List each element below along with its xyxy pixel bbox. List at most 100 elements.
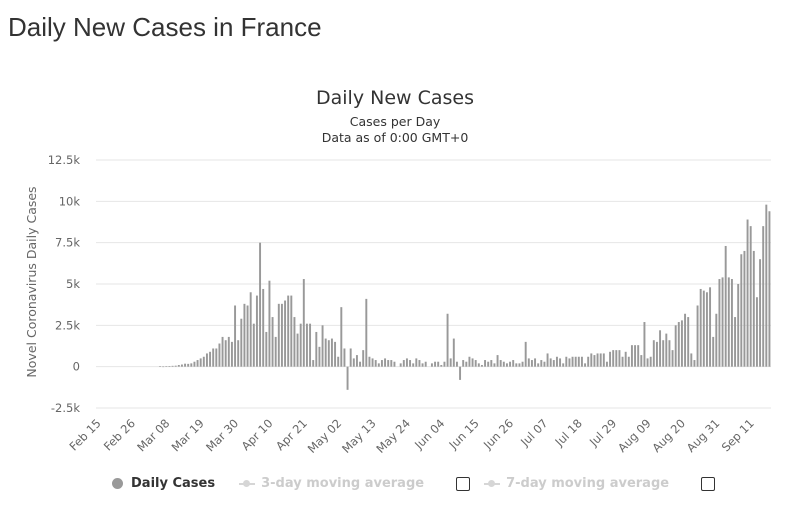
daily-cases-bar	[368, 356, 371, 367]
daily-cases-bar	[696, 305, 699, 367]
x-tick-label: May 02	[305, 416, 345, 456]
daily-cases-bar	[255, 295, 258, 367]
daily-cases-bar	[480, 365, 483, 367]
daily-cases-bar	[302, 279, 305, 367]
daily-cases-bar	[249, 292, 252, 367]
y-tick-label: 7.5k	[55, 236, 80, 250]
daily-cases-bar	[584, 363, 587, 367]
daily-cases-bar	[634, 345, 637, 367]
daily-cases-bar	[309, 323, 312, 367]
daily-cases-bar	[484, 360, 487, 367]
chart: Daily New Cases Cases per Day Data as of…	[24, 87, 771, 456]
daily-cases-bar	[652, 340, 655, 367]
daily-cases-bar	[237, 340, 240, 367]
daily-cases-bar	[759, 259, 762, 367]
daily-cases-bar	[159, 366, 162, 367]
x-tick-label: Jul 07	[517, 416, 550, 449]
daily-cases-bar	[180, 364, 183, 367]
daily-cases-bar	[530, 360, 533, 367]
daily-cases-bar	[587, 356, 590, 367]
daily-cases-bar	[546, 353, 549, 367]
daily-cases-bar	[165, 366, 168, 367]
daily-cases-bar	[655, 341, 658, 367]
daily-cases-bar	[280, 303, 283, 367]
legend-item-3day-average[interactable]: 3-day moving average	[239, 476, 424, 491]
daily-cases-bar	[568, 358, 571, 367]
daily-cases-bar	[562, 363, 565, 367]
daily-cases-bar	[615, 350, 618, 367]
daily-cases-bar	[609, 351, 612, 367]
x-tick-label: Aug 31	[684, 416, 723, 455]
daily-cases-bar	[187, 363, 190, 367]
daily-cases-bar	[312, 360, 315, 367]
x-tick-label: Jun 15	[446, 416, 482, 452]
daily-cases-bar	[534, 358, 537, 367]
daily-cases-bar	[352, 358, 355, 367]
daily-cases-bar	[705, 292, 708, 367]
legend-marker-line	[239, 478, 256, 489]
daily-cases-bar	[246, 305, 249, 367]
daily-cases-bar	[630, 345, 633, 367]
daily-cases-bar	[287, 295, 290, 367]
daily-cases-bar	[596, 353, 599, 367]
daily-cases-bar	[727, 277, 730, 367]
legend: Daily Cases 3-day moving average 7-day m…	[112, 476, 729, 491]
daily-cases-bar	[390, 360, 393, 367]
daily-cases-bar	[580, 356, 583, 367]
daily-cases-bar	[571, 356, 574, 367]
daily-cases-bar	[640, 355, 643, 367]
x-tick-label: Jun 26	[480, 416, 516, 452]
daily-cases-bar	[190, 363, 193, 367]
daily-cases-bar	[577, 356, 580, 367]
daily-cases-bar	[227, 336, 230, 367]
daily-cases-bar	[674, 325, 677, 367]
y-tick-label: 5k	[66, 277, 80, 291]
legend-item-7day-average[interactable]: 7-day moving average	[484, 476, 669, 491]
bars	[159, 204, 771, 390]
daily-cases-bar	[271, 317, 274, 367]
daily-cases-bar	[602, 353, 605, 367]
daily-cases-bar	[284, 300, 287, 367]
legend-item-daily-cases[interactable]: Daily Cases	[112, 476, 215, 491]
daily-cases-bar	[359, 361, 362, 367]
daily-cases-bar	[712, 336, 715, 367]
daily-cases-bar	[174, 365, 177, 367]
y-tick-label: -2.5k	[51, 401, 80, 415]
daily-cases-bar	[762, 226, 765, 367]
daily-cases-bar	[327, 340, 330, 367]
checkbox-3day-average[interactable]	[456, 476, 471, 491]
daily-cases-bar	[321, 325, 324, 367]
daily-cases-bar	[618, 350, 621, 367]
daily-cases-bar	[337, 356, 340, 367]
daily-cases-bar	[743, 250, 746, 367]
daily-cases-bar	[490, 360, 493, 367]
daily-cases-bar	[455, 361, 458, 367]
daily-cases-bar	[755, 297, 758, 367]
daily-cases-bar	[205, 353, 208, 367]
daily-cases-bar	[387, 360, 390, 367]
daily-cases-bar	[677, 322, 680, 367]
daily-cases-bar	[649, 356, 652, 367]
daily-cases-bar	[549, 358, 552, 367]
daily-cases-bar	[296, 333, 299, 367]
daily-cases-bar	[355, 355, 358, 367]
daily-cases-bar	[543, 361, 546, 367]
x-tick-label: Apr 10	[239, 416, 276, 453]
daily-cases-bar	[234, 305, 237, 367]
x-tick-label: May 24	[373, 416, 413, 456]
checkbox-7day-average[interactable]	[701, 476, 716, 491]
daily-cases-bar	[318, 346, 321, 367]
chart-subtitle-date: Data as of 0:00 GMT+0	[322, 130, 469, 145]
daily-cases-bar	[730, 279, 733, 367]
daily-cases-bar	[474, 360, 477, 367]
y-tick-label: 12.5k	[48, 153, 81, 167]
daily-cases-bar	[684, 313, 687, 367]
daily-cases-bar	[768, 211, 771, 367]
daily-cases-bar	[499, 360, 502, 367]
y-tick-label: 2.5k	[55, 318, 80, 332]
daily-cases-bar	[215, 348, 218, 367]
daily-cases-bar	[665, 333, 668, 367]
daily-cases-bar	[593, 355, 596, 367]
daily-cases-bar	[377, 363, 380, 367]
